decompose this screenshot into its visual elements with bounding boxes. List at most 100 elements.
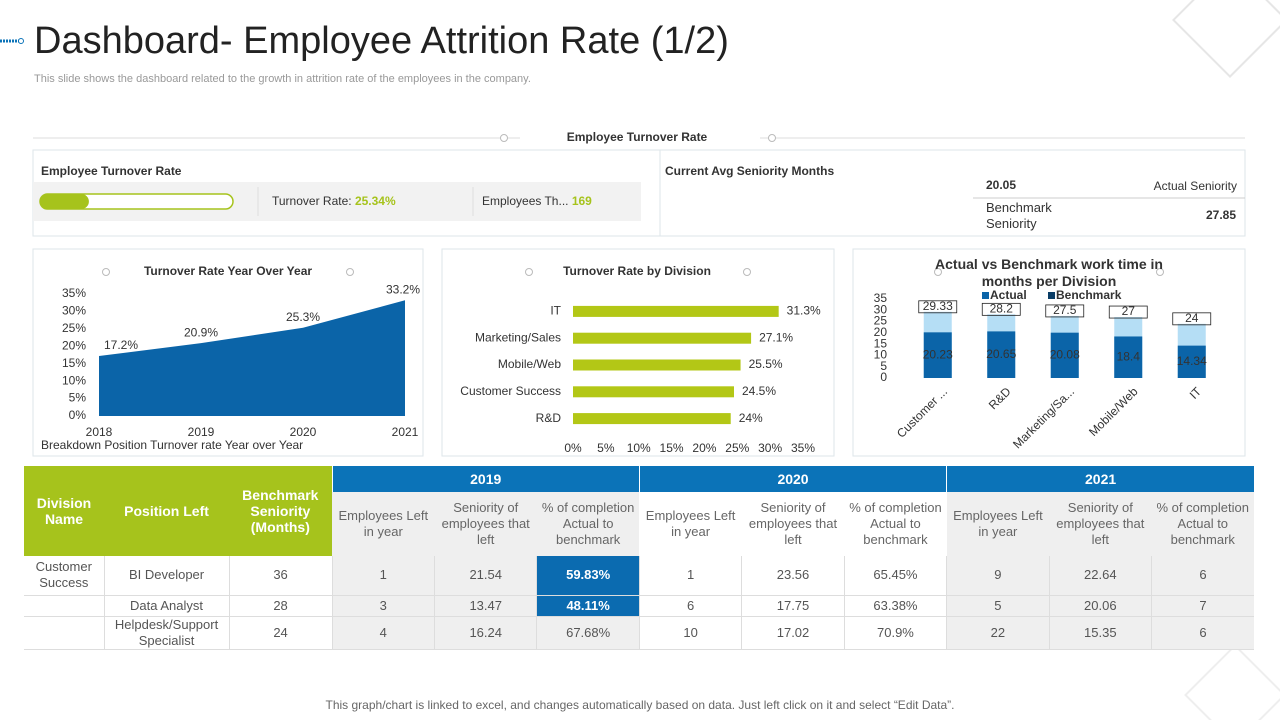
table-cell: 1	[638, 556, 742, 596]
bar	[573, 386, 734, 398]
table-cell: 48.11%	[536, 595, 640, 617]
table-cell: 65.45%	[843, 556, 947, 596]
turnover-rate: Turnover Rate: 25.34%	[272, 194, 396, 208]
bar	[1177, 345, 1206, 378]
y-tick-label: 15	[874, 336, 888, 350]
column-header: Division Name	[24, 466, 105, 556]
employees-label: Employees Th...	[482, 194, 568, 208]
chart-title: Turnover Rate by Division	[563, 264, 711, 278]
subtitle: This slide shows the dashboard related t…	[34, 73, 531, 85]
subcolumn-header: Employees Left in year	[645, 508, 736, 539]
x-tick-label: 30%	[758, 441, 782, 455]
value-label: 24	[1185, 311, 1199, 325]
y-tick-label: 35	[874, 291, 888, 305]
chart-title: Actual vs Benchmark work time in months …	[935, 256, 1163, 289]
subcolumn-header: Employees Left in year	[946, 492, 1050, 556]
empty-cell	[24, 595, 105, 617]
section-label-bg	[520, 128, 760, 148]
table-cell: 63.38%	[843, 595, 947, 617]
data-table: Division Name Position Left Benchmark Seni…	[24, 466, 1254, 650]
employees-value: 169	[572, 194, 592, 208]
x-tick-label: 2018	[86, 425, 113, 439]
bar	[987, 331, 1016, 378]
y-tick-label: Mobile/Web	[498, 357, 561, 371]
chart-note: Breakdown Position Turnover rate Year ov…	[41, 438, 303, 452]
subcolumn-header: Seniority of employees that left	[1049, 492, 1152, 556]
seniority-panel	[659, 149, 1246, 237]
table-cell: 17.02	[741, 616, 845, 650]
value-label: 25.5%	[749, 357, 783, 371]
chart-title: Turnover Rate Year Over Year	[144, 264, 312, 278]
value-label-box	[981, 302, 1021, 316]
table-cell: 21.54	[433, 556, 537, 596]
value-label-box	[1108, 305, 1148, 319]
data-row: Data Analyst 28 3 13.47 48.11% 6 17.75 63.38% 5 2…	[24, 595, 1254, 617]
value-label: 20.23	[923, 347, 953, 361]
title-dot	[102, 268, 110, 276]
value-label: 31.3%	[787, 304, 821, 318]
bar	[1114, 336, 1143, 378]
x-tick-label: 15%	[660, 441, 684, 455]
table-cell: Customer Success	[24, 556, 105, 596]
table-cell: Data Analyst	[103, 595, 230, 617]
title-icon	[18, 38, 24, 44]
x-tick-label: 2021	[392, 425, 419, 439]
y-tick-label: 0	[880, 370, 887, 384]
table-cell: BI Developer	[103, 556, 230, 596]
header-row: Division Name Position Left Benchmark Seni…	[24, 466, 1254, 556]
table-cell: 4	[331, 616, 435, 650]
y-tick-label: 20	[874, 325, 888, 339]
value-label: 14.34	[1177, 354, 1207, 368]
employees: Employees Th... 169	[482, 194, 592, 208]
legend-swatch	[1048, 292, 1055, 299]
year-header: 2020	[638, 466, 947, 492]
turnover-value: 25.34%	[355, 194, 396, 208]
table-cell: 3	[331, 595, 435, 617]
bar	[573, 359, 741, 371]
title-dot	[934, 268, 942, 276]
area	[99, 300, 405, 416]
subcolumn-header: % of completion Actual to benchmark	[849, 500, 942, 547]
value-label-box	[1172, 312, 1212, 326]
value-label-box	[918, 300, 958, 314]
value-label: 25.3%	[286, 310, 320, 324]
y-tick-label: 25%	[62, 321, 86, 335]
legend-label: Benchmark	[1056, 288, 1122, 302]
value-label: 27	[1122, 304, 1136, 318]
subcolumn-header: % of completion Actual to benchmark	[1151, 492, 1254, 556]
table-cell: 17.75	[741, 595, 845, 617]
table-cell: 70.9%	[843, 616, 947, 650]
table-cell: 36	[228, 556, 333, 596]
bar	[923, 332, 952, 378]
bar	[1050, 332, 1079, 378]
y-tick-label: IT	[550, 304, 561, 318]
deco-diamond	[1172, 0, 1280, 78]
table-cell: 5	[946, 595, 1050, 617]
actual-seniority-label: Actual Seniority	[1154, 179, 1237, 193]
bar	[573, 305, 779, 317]
y-tick-label: 10%	[62, 373, 86, 387]
value-label: 29.33	[923, 299, 953, 313]
table-cell: 22	[946, 616, 1050, 650]
table-cell: 28	[228, 595, 333, 617]
table-cell: 13.47	[433, 595, 537, 617]
bar	[573, 413, 731, 425]
value-label: 27.1%	[759, 330, 793, 344]
y-tick-label: 10	[874, 348, 888, 362]
table-cell: 6	[1151, 616, 1254, 650]
table-cell: 59.83%	[536, 556, 640, 596]
y-tick-label: 35%	[62, 286, 86, 300]
value-label: 17.2%	[104, 338, 138, 352]
value-label: 24.5%	[742, 384, 776, 398]
table-cell: 9	[946, 556, 1050, 596]
y-tick-label: 0%	[69, 408, 87, 422]
value-label: 27.5	[1053, 303, 1077, 317]
section-dot	[768, 134, 776, 142]
legend-label: Actual	[990, 288, 1027, 302]
x-tick-label: 2020	[290, 425, 317, 439]
value-label: 20.08	[1050, 348, 1080, 362]
seniority-title: Current Avg Seniority Months	[665, 164, 834, 178]
chart-panel	[441, 248, 835, 457]
